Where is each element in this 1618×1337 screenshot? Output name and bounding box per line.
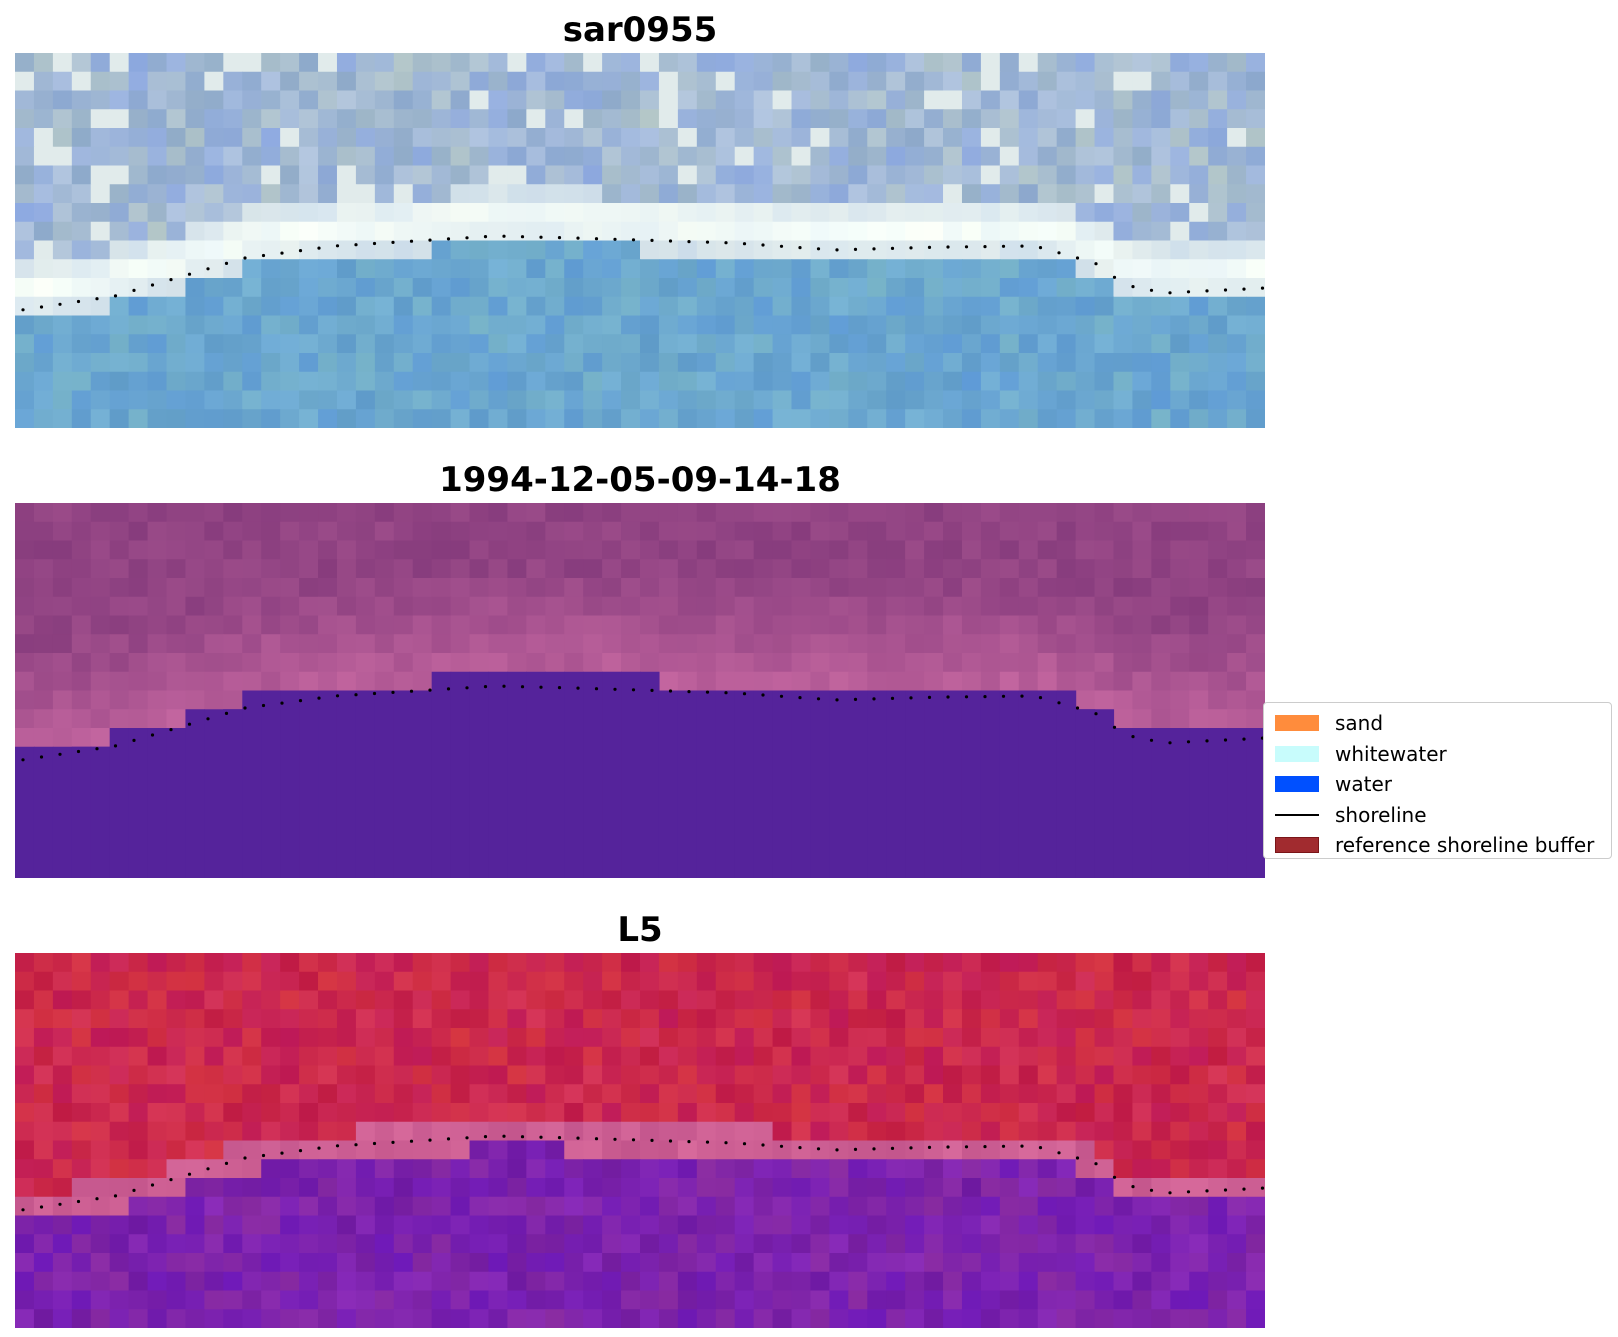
panel-title-2: 1994-12-05-09-14-18: [439, 460, 841, 500]
classified-image-panel: [15, 503, 1265, 878]
shoreline-dots: [21, 234, 1265, 312]
water-swatch: [1275, 776, 1319, 793]
index-image-panel: [15, 953, 1265, 1328]
legend-item-water: water: [1272, 769, 1603, 800]
legend-item-sand: sand: [1272, 708, 1603, 739]
sand-swatch: [1275, 715, 1319, 732]
shoreline-dots: [21, 684, 1265, 762]
satellite-image-panel: [15, 53, 1265, 428]
legend-item-whitewater: whitewater: [1272, 739, 1603, 770]
legend-item-shoreline: shoreline: [1272, 800, 1603, 831]
shoreline-line-swatch: [1275, 813, 1319, 816]
reference-buffer-swatch: [1275, 837, 1319, 854]
legend-item-reference-buffer: reference shoreline buffer: [1272, 830, 1603, 861]
whitewater-swatch: [1275, 745, 1319, 762]
water-class-mask: [15, 671, 1265, 878]
shoreline-dots: [21, 1134, 1265, 1212]
panel-title-3: L5: [617, 910, 663, 950]
legend: sand whitewater water shoreline referenc…: [1263, 702, 1612, 859]
panel-title-1: sar0955: [562, 10, 718, 50]
